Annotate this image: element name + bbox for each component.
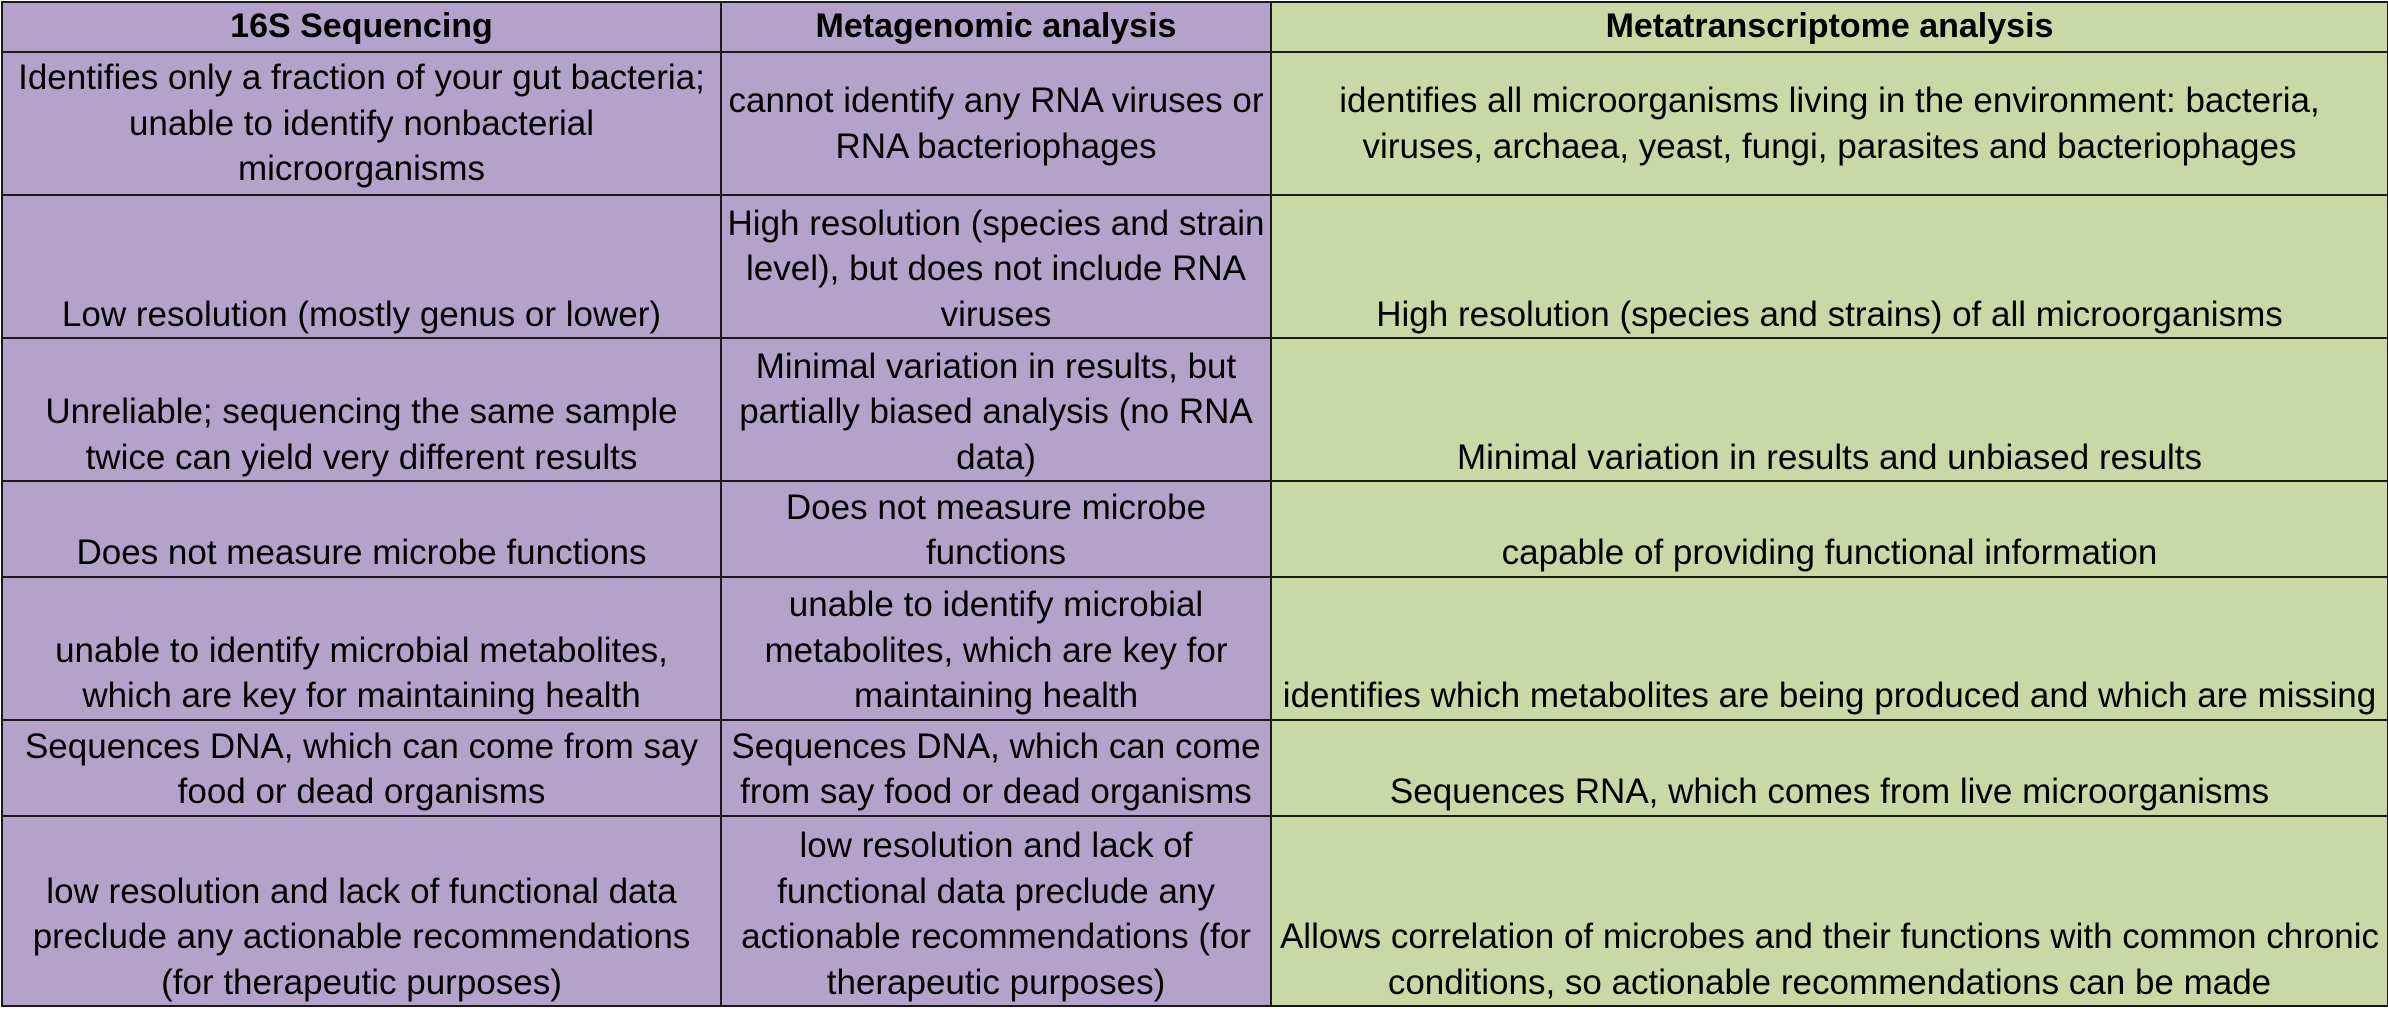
- table-row: low resolution and lack of functional da…: [1, 814, 2388, 1008]
- cell-16s: Sequences DNA, which can come from say f…: [1, 718, 722, 817]
- table-row: Low resolution (mostly genus or lower) H…: [1, 194, 2388, 340]
- header-metatranscriptome-analysis: Metatranscriptome analysis: [1270, 1, 2388, 53]
- cell-metagenomic: Does not measure microbe functions: [720, 480, 1272, 578]
- header-metagenomic-analysis: Metagenomic analysis: [720, 1, 1272, 53]
- cell-metagenomic: Minimal variation in results, but partia…: [720, 337, 1272, 483]
- cell-16s: Identifies only a fraction of your gut b…: [1, 50, 722, 197]
- cell-16s: Low resolution (mostly genus or lower): [1, 194, 722, 340]
- cell-metagenomic: Sequences DNA, which can come from say f…: [720, 718, 1272, 817]
- table-row: Does not measure microbe functions Does …: [1, 480, 2388, 578]
- cell-metatranscriptome: Allows correlation of microbes and their…: [1270, 814, 2388, 1008]
- cell-metagenomic: cannot identify any RNA viruses or RNA b…: [720, 50, 1272, 197]
- cell-metatranscriptome: Sequences RNA, which comes from live mic…: [1270, 718, 2388, 817]
- cell-16s: Does not measure microbe functions: [1, 480, 722, 578]
- cell-metatranscriptome: Minimal variation in results and unbiase…: [1270, 337, 2388, 483]
- cell-16s: low resolution and lack of functional da…: [1, 814, 722, 1008]
- header-row: 16S Sequencing Metagenomic analysis Meta…: [1, 1, 2388, 53]
- cell-metagenomic: low resolution and lack of functional da…: [720, 814, 1272, 1008]
- table-row: Identifies only a fraction of your gut b…: [1, 50, 2388, 197]
- cell-metatranscriptome: identifies all microorganisms living in …: [1270, 50, 2388, 197]
- header-16s-sequencing: 16S Sequencing: [1, 1, 722, 53]
- table-row: Sequences DNA, which can come from say f…: [1, 718, 2388, 817]
- cell-metatranscriptome: High resolution (species and strains) of…: [1270, 194, 2388, 340]
- cell-metagenomic: High resolution (species and strain leve…: [720, 194, 1272, 340]
- cell-metatranscriptome: capable of providing functional informat…: [1270, 480, 2388, 578]
- table-row: Unreliable; sequencing the same sample t…: [1, 337, 2388, 483]
- cell-16s: Unreliable; sequencing the same sample t…: [1, 337, 722, 483]
- cell-metagenomic: unable to identify microbial metabolites…: [720, 575, 1272, 721]
- cell-16s: unable to identify microbial metabolites…: [1, 575, 722, 721]
- table-row: unable to identify microbial metabolites…: [1, 575, 2388, 721]
- cell-metatranscriptome: identifies which metabolites are being p…: [1270, 575, 2388, 721]
